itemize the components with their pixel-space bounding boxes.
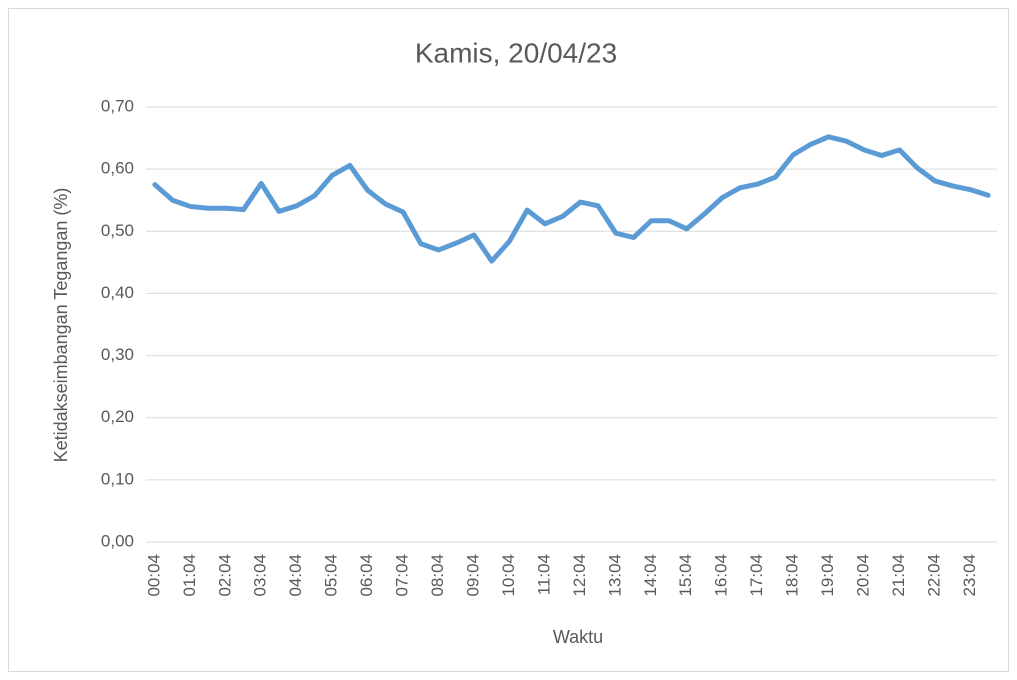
y-tick-label: 0,10 — [101, 469, 134, 488]
y-tick-label: 0,30 — [101, 345, 134, 364]
x-tick-label: 07:04 — [393, 554, 412, 597]
x-tick-label: 16:04 — [712, 554, 731, 597]
x-tick-label: 21:04 — [889, 554, 908, 597]
x-tick-label: 11:04 — [534, 554, 553, 595]
x-tick-label: 18:04 — [783, 554, 802, 597]
y-tick-label: 0,60 — [101, 159, 134, 178]
x-tick-label: 02:04 — [215, 554, 234, 597]
x-tick-label: 06:04 — [357, 554, 376, 597]
x-tick-label: 03:04 — [251, 554, 270, 597]
x-tick-label: 01:04 — [180, 554, 199, 597]
x-tick-label: 10:04 — [499, 554, 518, 597]
x-tick-label: 17:04 — [747, 554, 766, 597]
x-tick-label: 09:04 — [463, 554, 482, 597]
y-tick-label: 0,20 — [101, 407, 134, 426]
x-tick-label: 19:04 — [818, 554, 837, 597]
x-tick-label: 22:04 — [924, 554, 943, 597]
x-tick-label: 05:04 — [322, 554, 341, 597]
x-tick-label: 04:04 — [286, 554, 305, 597]
x-tick-label: 13:04 — [605, 554, 624, 597]
y-axis-title: Ketidakseimbangan Tegangan (%) — [51, 188, 71, 463]
x-tick-label: 14:04 — [641, 554, 660, 597]
y-tick-label: 0,50 — [101, 221, 134, 240]
chart-title: Kamis, 20/04/23 — [415, 37, 617, 68]
data-line — [152, 134, 991, 264]
y-tick-label: 0,00 — [101, 531, 134, 550]
x-axis-title: Waktu — [553, 627, 603, 647]
x-tick-label: 23:04 — [960, 554, 979, 597]
x-tick-label: 20:04 — [854, 554, 873, 597]
y-tick-label: 0,70 — [101, 96, 134, 115]
x-tick-label: 00:04 — [144, 554, 163, 597]
x-tick-label: 12:04 — [570, 554, 589, 597]
y-tick-label: 0,40 — [101, 283, 134, 302]
x-tick-label: 08:04 — [428, 554, 447, 597]
chart-border — [8, 8, 1009, 672]
x-tick-label: 15:04 — [676, 554, 695, 597]
